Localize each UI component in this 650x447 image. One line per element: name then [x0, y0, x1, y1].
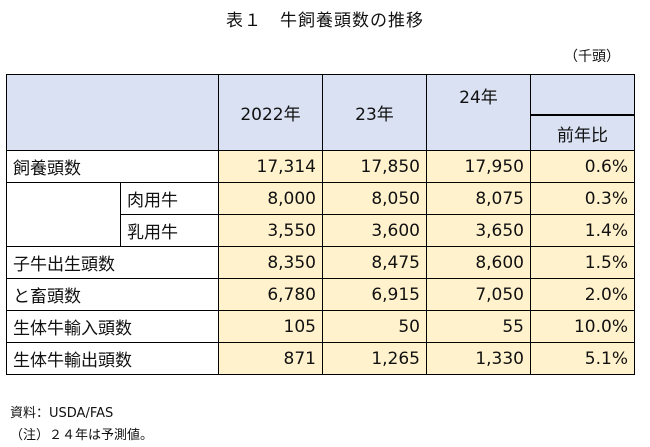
footnote: （注）２４年は予測値。: [10, 428, 154, 443]
table-row: 肉用牛 8,000 8,050 8,075 0.3%: [6, 182, 635, 247]
row-indent: [6, 182, 121, 247]
cell-2022: 8,350: [218, 246, 323, 279]
cell-2022: 17,314: [218, 150, 323, 183]
cell-23: 17,850: [322, 150, 427, 183]
cell-ratio: 0.6%: [530, 150, 635, 183]
cell-23: 6,915: [322, 278, 427, 311]
cell-24: 7,050: [426, 278, 531, 311]
cell-24: 3,650: [426, 214, 531, 247]
row-label: 乳用牛: [120, 214, 219, 247]
cell-23: 8,475: [322, 246, 427, 279]
cell-24: 8,075: [426, 182, 531, 215]
table-row: 乳用牛 3,550 3,600 3,650 1.4%: [7, 214, 635, 247]
cell-ratio: 1.4%: [530, 214, 635, 247]
cell-ratio: 0.3%: [530, 182, 635, 215]
cell-23: 8,050: [322, 182, 427, 215]
table-row: と畜頭数 6,780 6,915 7,050 2.0%: [6, 278, 635, 311]
cell-2022: 3,550: [218, 214, 323, 247]
cell-2022: 871: [218, 342, 323, 375]
cell-24: 17,950: [426, 150, 531, 183]
table-row: 子牛出生頭数 8,350 8,475 8,600 1.5%: [6, 246, 635, 279]
cell-23: 1,265: [322, 342, 427, 375]
cell-2022: 6,780: [218, 278, 323, 311]
table-row: 生体牛輸出頭数 871 1,265 1,330 5.1%: [6, 342, 635, 375]
header-ratio-top: [530, 74, 635, 116]
source-note: 資料：USDA/FAS: [10, 406, 114, 421]
cell-24: 55: [426, 310, 531, 343]
table-row: 飼養頭数 17,314 17,850 17,950 0.6%: [6, 150, 635, 183]
header-blank: [6, 74, 219, 151]
cattle-table: 2022年 23年 24年 前年比 飼養頭数 17,314 17,850 17,…: [6, 74, 635, 375]
cell-24: 1,330: [426, 342, 531, 375]
row-label: 生体牛輸入頭数: [6, 310, 219, 343]
row-label: 飼養頭数: [6, 150, 219, 183]
table-title: 表１ 牛飼養頭数の推移: [226, 11, 424, 31]
cell-23: 50: [322, 310, 427, 343]
cell-2022: 8,000: [218, 182, 323, 215]
cell-23: 3,600: [322, 214, 427, 247]
header-24: 24年: [426, 74, 531, 151]
cell-ratio: 1.5%: [530, 246, 635, 279]
row-label: 生体牛輸出頭数: [6, 342, 219, 375]
cell-2022: 105: [218, 310, 323, 343]
row-label: 子牛出生頭数: [6, 246, 219, 279]
cell-24: 8,600: [426, 246, 531, 279]
cell-ratio: 2.0%: [530, 278, 635, 311]
header-2022: 2022年: [218, 74, 323, 151]
header-23: 23年: [322, 74, 427, 151]
table-row: 生体牛輸入頭数 105 50 55 10.0%: [6, 310, 635, 343]
row-label: 肉用牛: [120, 182, 219, 215]
unit-label: （千頭）: [564, 49, 620, 65]
row-label: と畜頭数: [6, 278, 219, 311]
header-ratio: 前年比: [530, 114, 635, 151]
cell-ratio: 10.0%: [530, 310, 635, 343]
cell-ratio: 5.1%: [530, 342, 635, 375]
